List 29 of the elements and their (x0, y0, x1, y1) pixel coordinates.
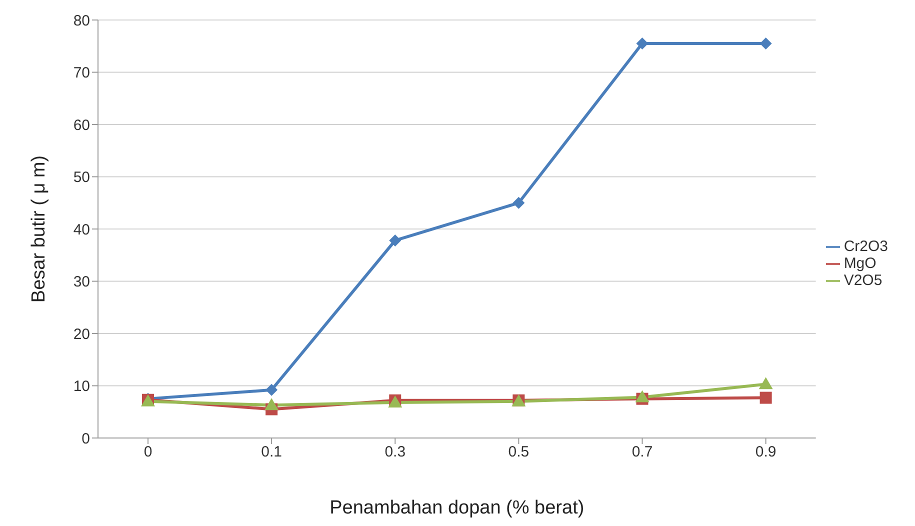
x-tick-label: 0.3 (384, 444, 406, 461)
y-tick-label: 60 (73, 116, 90, 134)
y-tick-label: 70 (73, 64, 90, 82)
point (758, 377, 773, 390)
legend-label: Cr2O3 (844, 238, 888, 254)
point (635, 390, 650, 402)
point (760, 38, 772, 50)
x-tick-label: 0.1 (261, 444, 282, 461)
legend-label: MgO (844, 254, 876, 272)
y-tick-label: 40 (73, 221, 90, 238)
y-tick-label: 80 (73, 12, 90, 30)
y-tick-label: 0 (82, 430, 90, 448)
x-tick-label: 0.5 (508, 444, 530, 461)
y-tick-label: 30 (73, 274, 90, 291)
legend-label: V2O5 (844, 272, 882, 288)
y-tick-label: 20 (73, 326, 90, 343)
y-tick-label: 10 (73, 378, 90, 396)
x-axis-title: Penambahan dopan (% berat) (330, 497, 584, 518)
x-tick-label: 0.9 (755, 444, 776, 461)
point (636, 38, 648, 50)
point (266, 384, 278, 396)
y-axis-title: Besar butir ( μ m) (28, 155, 50, 303)
point (264, 398, 279, 410)
point (512, 196, 525, 209)
y-tick-label: 50 (73, 169, 90, 186)
x-tick-label: 0 (144, 444, 152, 461)
x-tick-label: 0.7 (632, 444, 653, 461)
point (760, 392, 772, 404)
point (389, 234, 402, 246)
